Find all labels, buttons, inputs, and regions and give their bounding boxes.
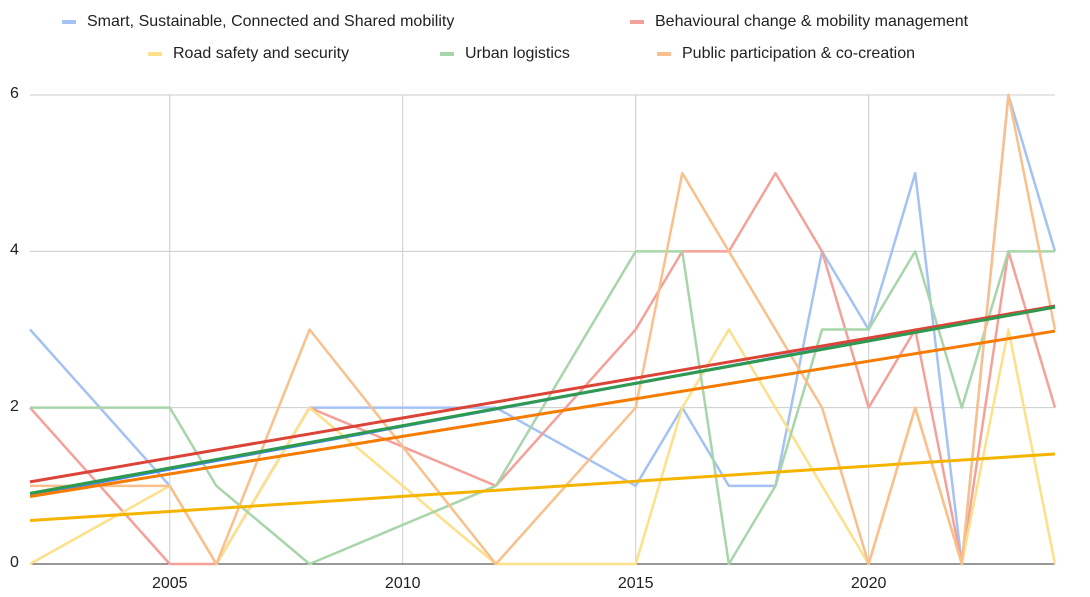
trendline (29, 304, 1056, 484)
y-tick-label: 6 (10, 85, 19, 102)
legend-label: Behavioural change & mobility management (655, 13, 969, 30)
series-line (30, 93, 1057, 566)
legend-label: Public participation & co-creation (682, 45, 915, 62)
trendline (29, 305, 1056, 495)
x-tick-label: 2020 (851, 575, 887, 592)
series-line (29, 328, 1057, 566)
y-tick-label: 0 (10, 554, 19, 571)
trendline (29, 329, 1056, 498)
x-tick-label: 2015 (618, 575, 654, 592)
y-tick-label: 4 (10, 242, 19, 259)
legend-label: Road safety and security (173, 45, 349, 62)
x-tick-label: 2010 (385, 575, 421, 592)
x-tick-label: 2005 (152, 575, 188, 592)
series-line (29, 93, 1057, 566)
legend-label: Urban logistics (465, 45, 570, 62)
trendline (29, 452, 1056, 523)
y-tick-label: 2 (10, 398, 19, 415)
series-line (29, 171, 1057, 566)
legend-label: Smart, Sustainable, Connected and Shared… (87, 13, 454, 30)
series-line (30, 250, 1055, 566)
